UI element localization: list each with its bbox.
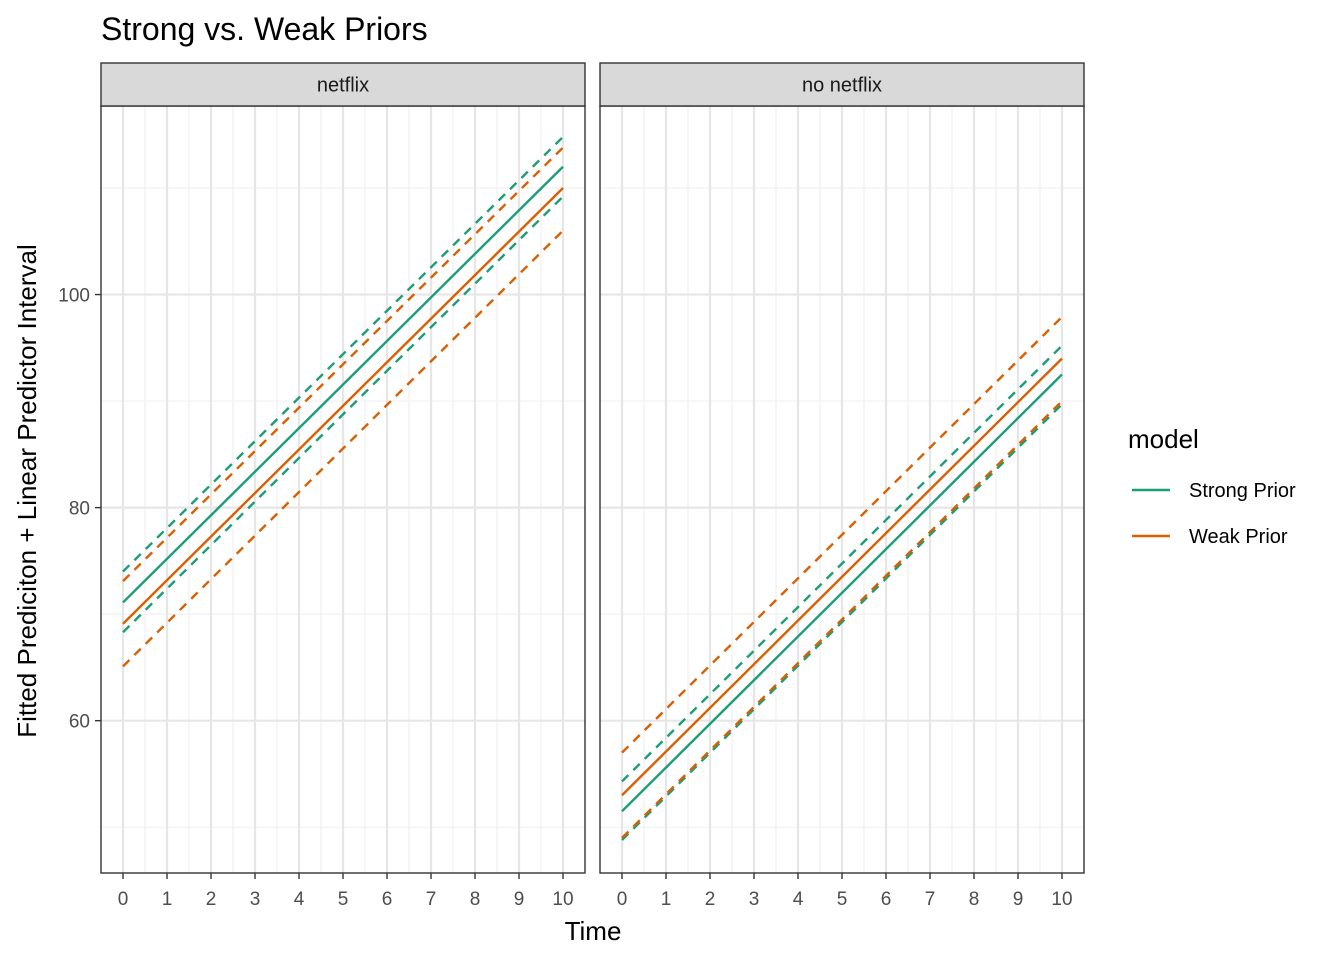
series-line-strong-prior-upper	[122, 136, 564, 573]
x-tick-label: 10	[552, 889, 573, 910]
series-line-weak-prior-fit	[621, 357, 1063, 797]
facet-strip-label: no netflix	[802, 75, 882, 97]
facet-strip-label: netflix	[317, 75, 369, 97]
series-line-weak-prior-lower	[122, 229, 564, 668]
facet-panel-no-netflix: no netflix 0 1 2 3 4 5 6 7 8 9 10	[599, 62, 1085, 910]
legend: model Strong Prior Weak Prior	[1128, 424, 1296, 548]
y-axis-title: Fitted Prediciton + Linear Predictor Int…	[12, 244, 42, 738]
y-tick-label: 80	[69, 499, 90, 520]
facet-panels: netflix 0 1 2 3 4 5 6 7 8 9 10 60 80 100 no netflix 0 1 2 3…	[58, 62, 1085, 910]
x-tick-label: 4	[793, 889, 804, 910]
x-tick-label: 1	[661, 889, 672, 910]
x-tick-label: 5	[837, 889, 848, 910]
series-line-strong-prior-upper	[621, 344, 1063, 783]
series-line-weak-prior-lower	[621, 400, 1063, 839]
x-tick-label: 2	[705, 889, 716, 910]
series-line-strong-prior-fit	[122, 165, 564, 604]
x-tick-label: 8	[969, 889, 980, 910]
x-tick-label: 7	[925, 889, 936, 910]
x-tick-label: 2	[206, 889, 217, 910]
x-tick-label: 3	[250, 889, 261, 910]
series-line-strong-prior-fit	[621, 373, 1063, 813]
facet-strip	[100, 62, 586, 107]
facet-strip	[599, 62, 1085, 107]
facet-panel-netflix: netflix 0 1 2 3 4 5 6 7 8 9 10 60 80 100	[58, 62, 586, 910]
x-tick-label: 6	[382, 889, 393, 910]
series-line-weak-prior-upper	[122, 146, 564, 582]
y-tick-label: 100	[58, 286, 90, 307]
x-tick-label: 1	[162, 889, 173, 910]
series-line-strong-prior-lower	[122, 195, 564, 634]
legend-title: model	[1128, 424, 1199, 454]
series-line-weak-prior-fit	[122, 187, 564, 625]
chart-title: Strong vs. Weak Priors	[101, 11, 428, 47]
x-tick-label: 0	[617, 889, 628, 910]
x-tick-label: 7	[426, 889, 437, 910]
x-tick-label: 8	[470, 889, 481, 910]
x-tick-label: 5	[338, 889, 349, 910]
x-tick-label: 6	[881, 889, 892, 910]
x-tick-label: 4	[294, 889, 305, 910]
x-axis-title: Time	[565, 916, 622, 946]
x-tick-label: 0	[118, 889, 129, 910]
y-tick-label: 60	[69, 712, 90, 733]
legend-label-strong-prior: Strong Prior	[1189, 480, 1296, 502]
series-line-weak-prior-upper	[621, 316, 1063, 754]
x-tick-label: 9	[514, 889, 525, 910]
x-tick-label: 3	[749, 889, 760, 910]
x-tick-label: 9	[1013, 889, 1024, 910]
legend-label-weak-prior: Weak Prior	[1189, 526, 1288, 548]
series-line-strong-prior-lower	[621, 403, 1063, 841]
x-tick-label: 10	[1051, 889, 1072, 910]
